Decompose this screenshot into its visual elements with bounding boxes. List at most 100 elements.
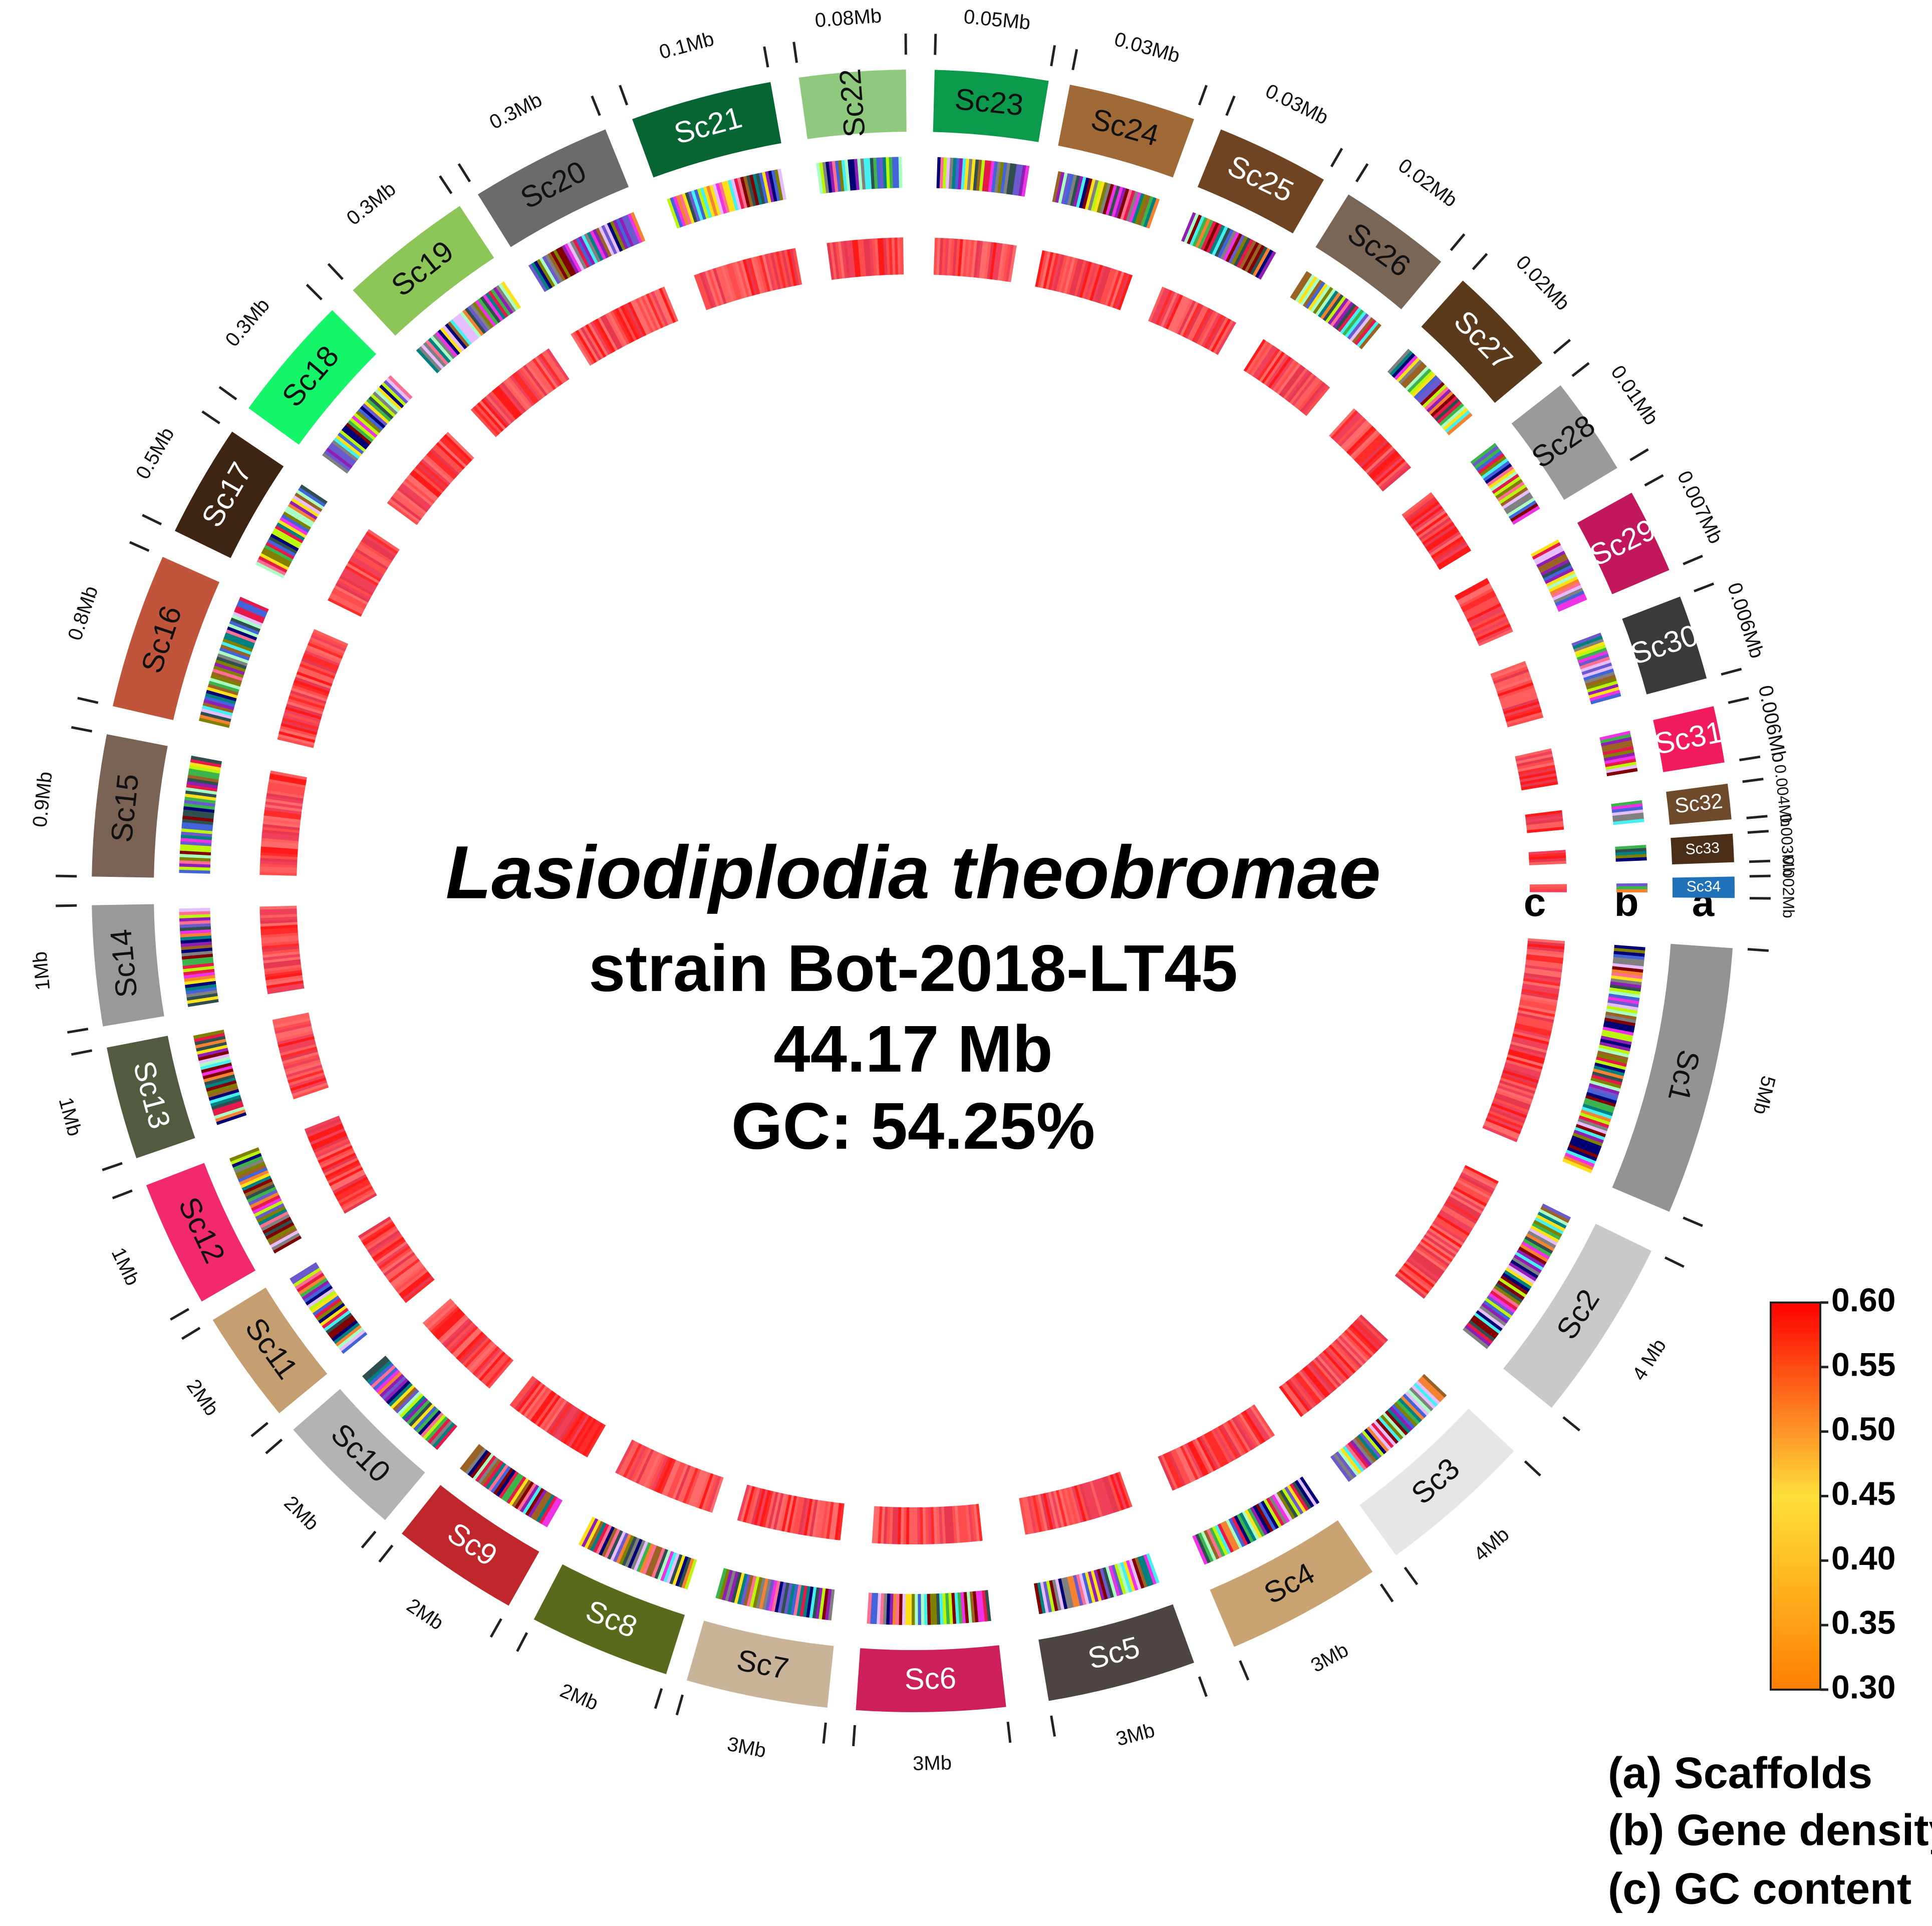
- gc-stripe: [529, 360, 555, 392]
- gc-stripe: [960, 1505, 966, 1543]
- gene-stripe: [844, 159, 851, 191]
- gene-stripe: [675, 1556, 689, 1587]
- gene-stripe: [1600, 1038, 1631, 1049]
- tick: [1571, 362, 1590, 377]
- gc-stripe: [1081, 262, 1095, 299]
- tick: [67, 1028, 89, 1034]
- gc-stripe: [1084, 263, 1098, 300]
- gc-stripe: [1461, 590, 1495, 610]
- gene-stripe: [213, 1103, 244, 1116]
- gc-stripe: [1485, 1118, 1521, 1135]
- gene-stripe: [783, 1583, 793, 1615]
- tick: [1747, 947, 1769, 952]
- gene-stripe: [1252, 1505, 1271, 1534]
- gc-stripe: [1019, 1497, 1028, 1535]
- gc-stripe: [1097, 267, 1112, 303]
- gc-stripe: [445, 432, 474, 460]
- gc-stripe: [809, 1499, 818, 1537]
- gene-stripe: [1284, 1486, 1304, 1515]
- gc-stripe: [262, 821, 301, 828]
- gene-stripe: [1599, 1041, 1630, 1052]
- gc-stripe: [653, 289, 671, 326]
- gc-stripe: [1347, 1326, 1376, 1355]
- gc-stripe: [1334, 1339, 1362, 1368]
- gc-stripe: [387, 500, 419, 525]
- gene-stripe: [195, 1038, 226, 1049]
- gc-stripe: [826, 242, 835, 280]
- gene-stripe: [1609, 987, 1641, 996]
- gene-stripe: [522, 1486, 542, 1514]
- gene-stripe: [370, 394, 396, 417]
- gene-stripe: [1382, 1412, 1406, 1438]
- gene-stripe: [1069, 1575, 1080, 1607]
- gene-stripe: [1420, 1376, 1445, 1400]
- gene-stripe: [472, 1453, 494, 1480]
- gene-stripe: [851, 159, 857, 191]
- size-label: 3Mb: [913, 1752, 952, 1775]
- gene-stripe: [1258, 1502, 1276, 1531]
- scaffold: [1622, 596, 1707, 695]
- gene-stripe: [957, 1592, 963, 1624]
- gene-stripe: [1587, 681, 1618, 693]
- gc-stripe: [281, 723, 318, 735]
- gene-stripe: [1426, 389, 1452, 413]
- gc-stripe: [1518, 1007, 1555, 1018]
- gc-stripe: [786, 1495, 797, 1533]
- gc-stripe: [1504, 1064, 1541, 1078]
- tick: [361, 1530, 377, 1549]
- gene-stripe: [561, 244, 580, 274]
- gene-stripe: [1610, 978, 1642, 986]
- gene-stripe: [399, 1393, 424, 1418]
- gene-stripe: [189, 762, 221, 771]
- gene-stripe: [1540, 559, 1570, 576]
- gc-stripe: [968, 1504, 974, 1542]
- gc-stripe: [1401, 1264, 1433, 1290]
- gene-stripe: [1359, 1432, 1382, 1459]
- tick: [1450, 233, 1466, 251]
- gc-stripe: [352, 553, 386, 575]
- gc-stripe: [560, 1410, 583, 1443]
- gene-stripe: [1126, 191, 1139, 222]
- gc-stripe: [1455, 1181, 1490, 1202]
- gene-stripe: [889, 1593, 894, 1625]
- gene-stripe: [329, 1317, 356, 1339]
- gene-stripe: [905, 1593, 909, 1625]
- size-label: 0.007Mb: [1673, 467, 1727, 547]
- gc-stripe: [1206, 315, 1227, 350]
- gc-stripe: [590, 321, 611, 355]
- gene-stripe: [771, 1580, 781, 1612]
- gc-stripe: [1406, 1258, 1438, 1283]
- gc-stripe: [1110, 1474, 1125, 1510]
- gene-stripe: [721, 181, 733, 212]
- gc-stripe: [398, 1271, 430, 1297]
- gene-stripe: [954, 1592, 960, 1624]
- gene-stripe: [207, 1086, 238, 1098]
- gc-stripe: [1107, 1475, 1122, 1511]
- gene-stripe: [425, 340, 449, 366]
- gene-stripe: [252, 1197, 282, 1214]
- gene-stripe: [509, 1478, 529, 1506]
- colorbar-tick-label: 0.30: [1831, 1668, 1895, 1705]
- gc-stripe: [1086, 263, 1100, 300]
- gc-stripe: [341, 572, 375, 593]
- gc-stripe: [944, 238, 949, 275]
- gc-stripe: [1175, 1448, 1194, 1483]
- gc-stripe: [1397, 1271, 1428, 1297]
- gene-stripe: [808, 1586, 817, 1619]
- gc-stripe: [285, 1062, 322, 1075]
- gc-stripe: [778, 250, 789, 288]
- gene-stripe: [973, 159, 979, 191]
- gene-stripe: [366, 398, 392, 422]
- gene-stripe: [1317, 290, 1339, 318]
- gc-stripe: [928, 1507, 932, 1544]
- gc-stripe: [1422, 1236, 1455, 1260]
- gene-stripe: [1437, 401, 1462, 424]
- gene-stripe: [293, 495, 321, 515]
- gene-stripe: [256, 1205, 286, 1223]
- gene-stripe: [607, 222, 623, 252]
- gc-stripe: [1348, 428, 1377, 456]
- gene-stripe: [187, 996, 218, 1004]
- gc-stripe: [1224, 1421, 1246, 1455]
- gc-stripe: [1497, 1085, 1534, 1100]
- gc-stripe: [756, 255, 768, 292]
